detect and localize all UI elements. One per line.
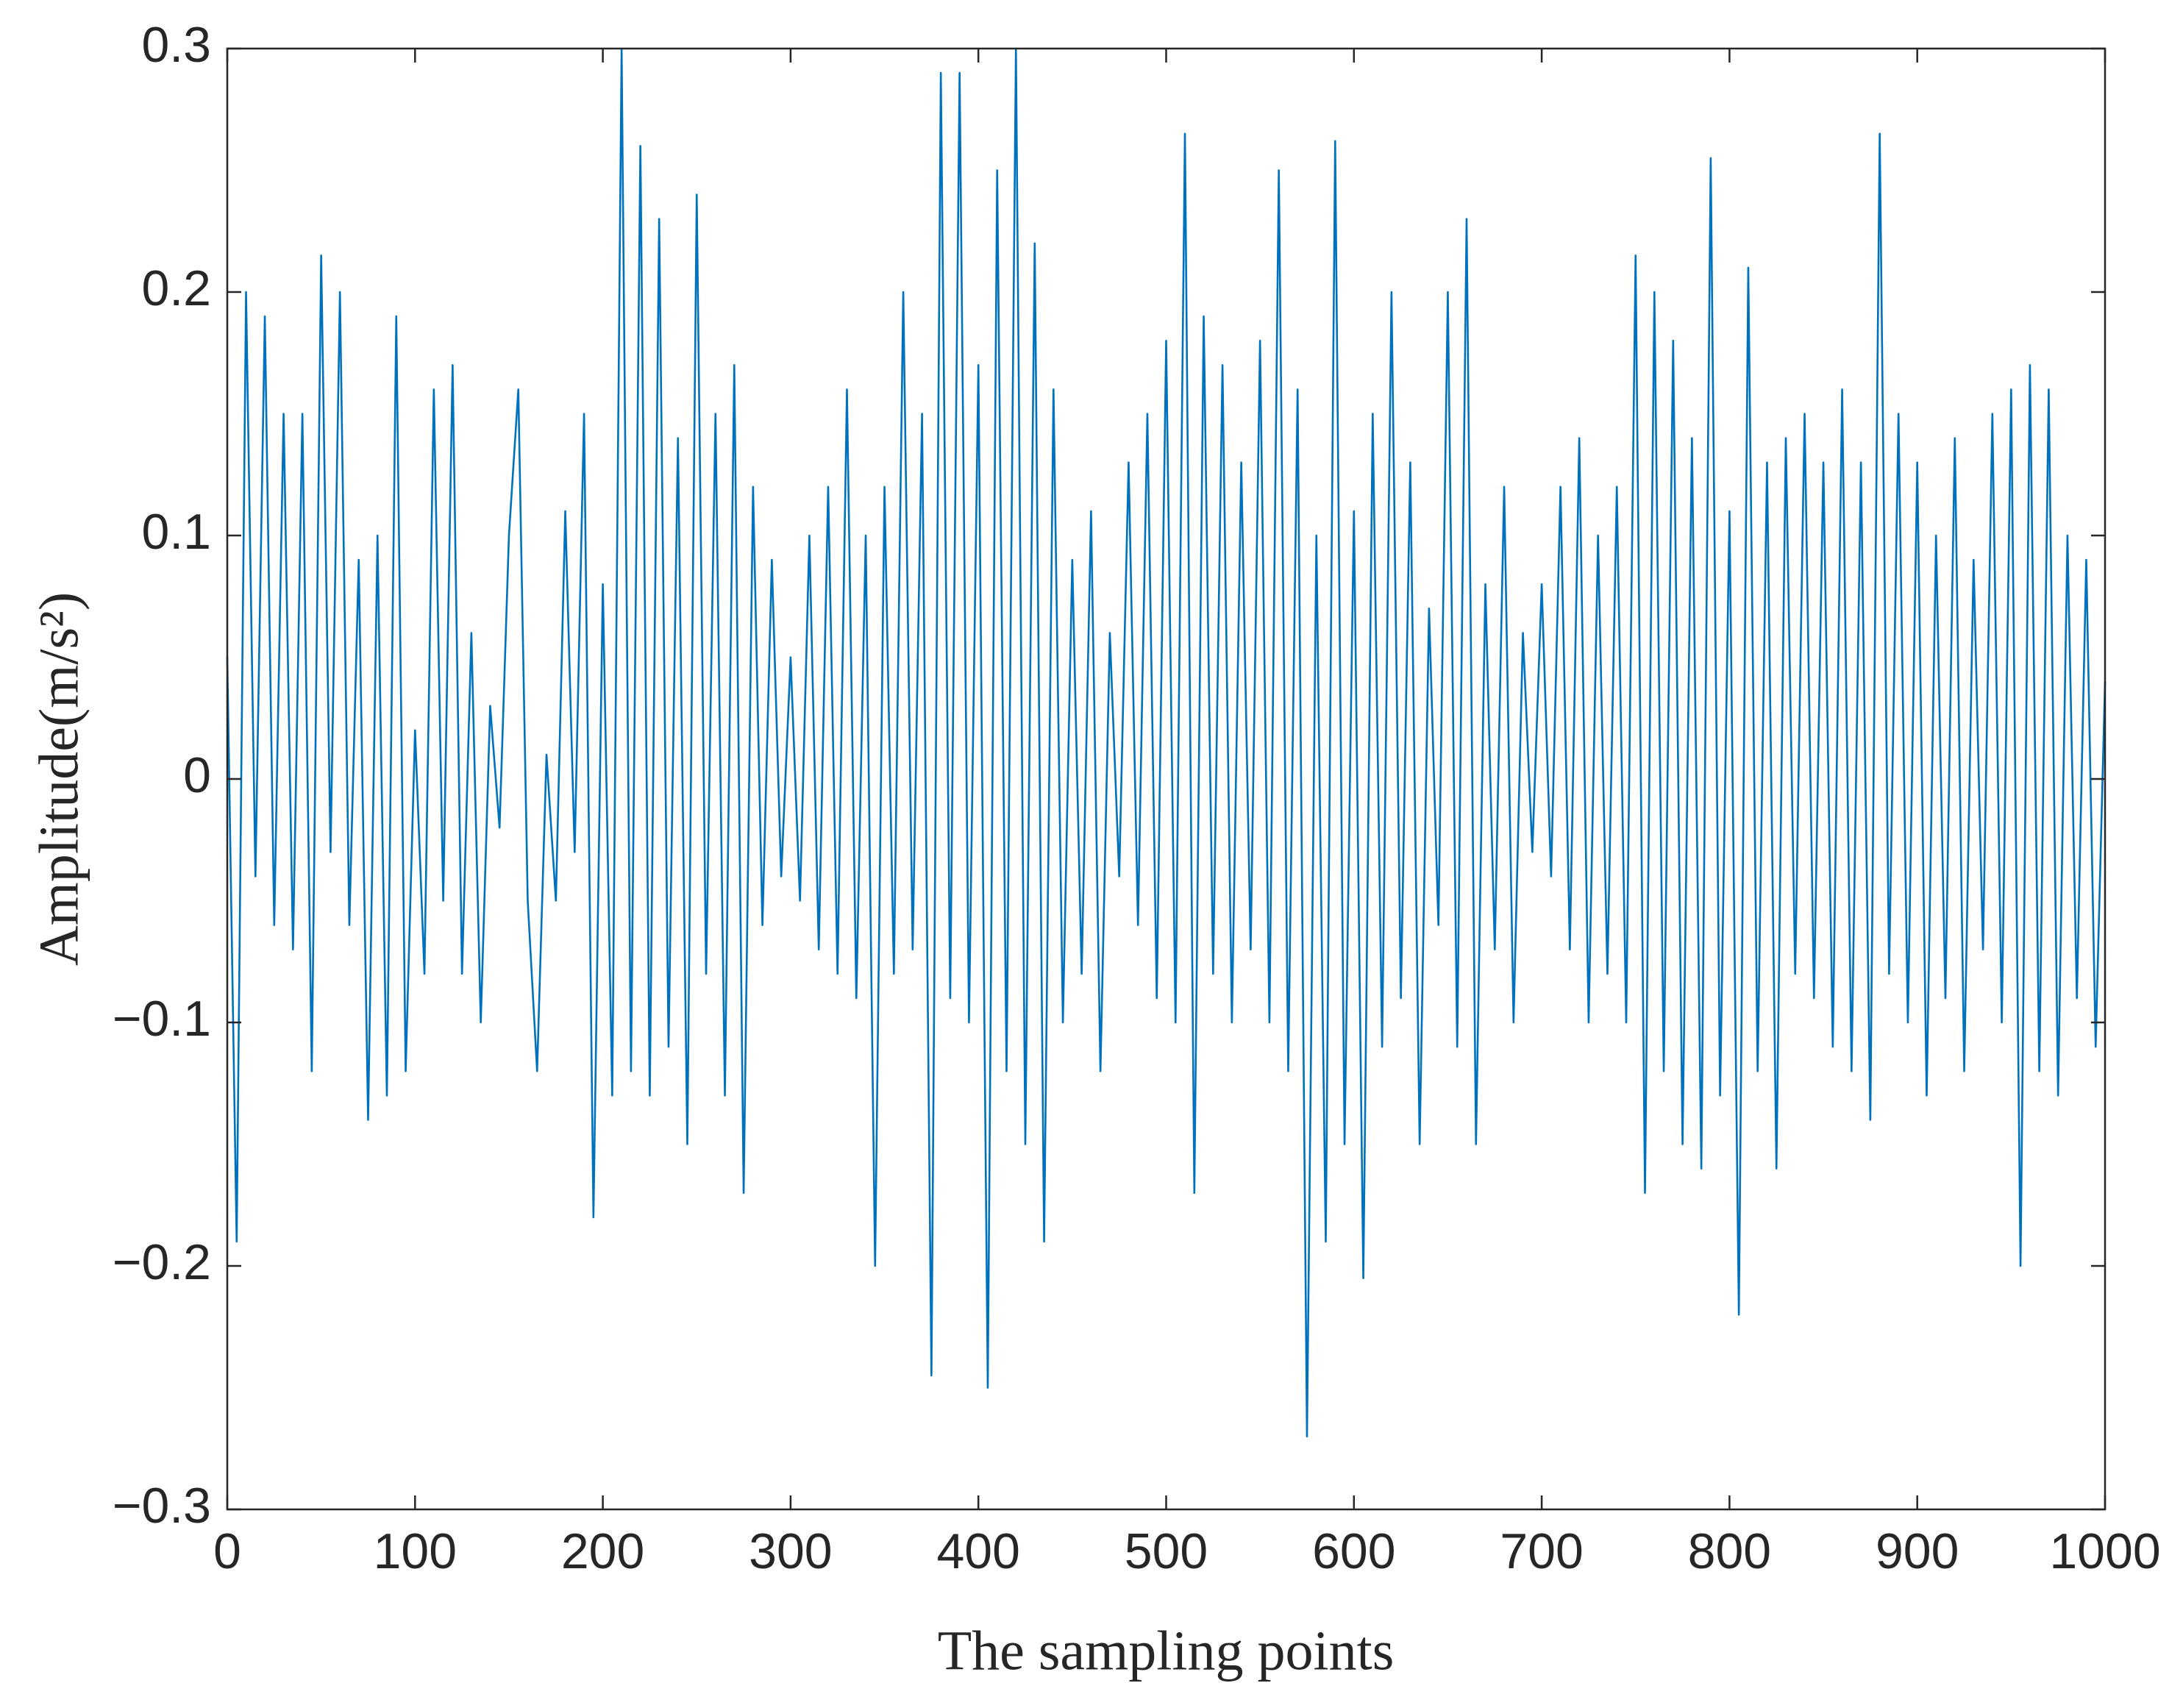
y-tick-label: 0.3 [141, 17, 211, 73]
x-tick-label: 100 [374, 1523, 457, 1579]
x-tick-label: 200 [561, 1523, 644, 1579]
y-tick-label: 0.1 [141, 504, 211, 560]
x-tick-label: 300 [749, 1523, 832, 1579]
x-axis-label: The sampling points [938, 1620, 1395, 1682]
x-tick-label: 500 [1125, 1523, 1208, 1579]
x-tick-label: 700 [1500, 1523, 1583, 1579]
y-tick-label: 0 [183, 747, 211, 803]
y-tick-label: −0.2 [113, 1234, 211, 1290]
x-tick-label: 1000 [2049, 1523, 2160, 1579]
y-axis-label: Amplitude(m/s²) [28, 592, 90, 966]
axes-box [226, 47, 2107, 1511]
x-tick-label: 600 [1312, 1523, 1395, 1579]
y-tick-label: 0.2 [141, 260, 211, 316]
signal-line [226, 47, 2107, 1437]
x-tick-label: 0 [213, 1523, 241, 1579]
x-tick-label: 900 [1876, 1523, 1959, 1579]
x-tick-label: 800 [1688, 1523, 1771, 1579]
y-tick-label: −0.3 [113, 1478, 211, 1534]
x-tick-label: 400 [936, 1523, 1019, 1579]
y-tick-label: −0.1 [113, 991, 211, 1047]
